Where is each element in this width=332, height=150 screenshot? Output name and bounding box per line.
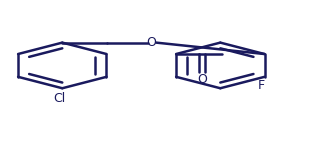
Text: Cl: Cl [53,92,65,105]
Text: O: O [198,73,208,86]
Text: F: F [258,79,265,92]
Text: O: O [146,36,156,49]
